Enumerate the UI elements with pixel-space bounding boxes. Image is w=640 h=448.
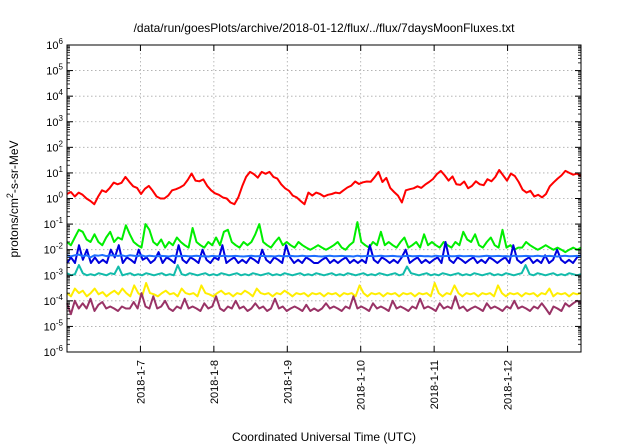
y-tick-label-exponent: 2 [59,139,64,148]
y-tick-label-exponent: 6 [59,37,64,46]
y-tick-label: 102 [46,139,63,154]
y-axis-label-prefix: protons/cm [7,198,21,257]
chart-title: /data/run/goesPlots/archive/2018-01-12/f… [134,21,516,35]
y-tick-label: 103 [46,114,63,129]
y-tick-label-base: 10 [44,296,56,308]
x-tick-label: 2018-1-7 [135,360,147,404]
x-axis-label: Coordinated Universal Time (UTC) [232,430,416,444]
x-axis-ticks: 2018-1-7 2018-1-8 2018-1-9 2018-1-10 2018-1-… [135,45,515,410]
series-line-1 [66,169,582,206]
y-tick-label-exponent: 4 [59,88,64,97]
y-tick-label: 10-4 [44,293,64,308]
series-line-2 [66,221,582,254]
x-tick-label: 2018-1-8 [209,360,221,404]
y-axis-label: protons/cm2-s-sr-MeV [5,140,21,257]
y-tick-label-base: 10 [44,219,56,231]
y-tick-label: 105 [46,63,63,78]
y-tick-label-exponent: 1 [59,165,64,174]
y-tick-label-exponent: -4 [56,293,64,302]
y-tick-label-base: 10 [46,40,58,52]
y-tick-label-exponent: -3 [56,267,64,276]
x-tick-label: 2018-1-12 [503,360,515,410]
y-tick-label-exponent: -6 [56,344,64,353]
y-tick-label-exponent: 5 [59,63,64,72]
y-tick-label: 10-1 [44,216,64,231]
y-tick-label: 106 [46,37,63,52]
y-tick-label-base: 10 [46,142,58,154]
y-tick-label-exponent: 0 [59,191,64,200]
y-tick-label-base: 10 [46,117,58,129]
series-line-7 [66,292,582,316]
y-tick-label: 10-5 [44,318,64,333]
y-axis-label-suffix: -s-sr-MeV [7,140,21,193]
y-tick-label-base: 10 [44,270,56,282]
x-tick-label: 2018-1-11 [429,360,441,409]
x-tick-label: 2018-1-10 [356,360,368,410]
series-lines [66,169,582,316]
y-axis-label-superscript: 2 [5,193,15,198]
y-tick-label-base: 10 [46,91,58,103]
y-tick-label-exponent: 3 [59,114,64,123]
series-line-4 [66,253,582,259]
series-line-6 [66,282,582,298]
y-tick-label-base: 10 [46,194,58,206]
y-tick-label-exponent: -1 [56,216,64,225]
y-tick-label: 10-3 [44,267,64,282]
y-tick-label: 10-2 [44,242,64,257]
y-tick-label-exponent: -5 [56,318,64,327]
y-tick-label-base: 10 [44,321,56,333]
y-tick-label: 10-6 [44,344,64,359]
y-tick-label-base: 10 [44,347,56,359]
y-tick-label: 101 [46,165,63,180]
y-tick-label-base: 10 [44,245,56,257]
y-tick-label: 104 [46,88,63,103]
y-tick-label-base: 10 [46,66,58,78]
y-axis-ticks: 10-610-510-410-310-210-11001011021031041… [44,37,581,359]
series-line-5 [66,264,582,277]
y-tick-label: 100 [46,191,63,206]
y-tick-label-exponent: -2 [56,242,64,251]
x-tick-label: 2018-1-9 [282,360,294,404]
y-tick-label-base: 10 [46,168,58,180]
series-line-3 [66,241,582,264]
